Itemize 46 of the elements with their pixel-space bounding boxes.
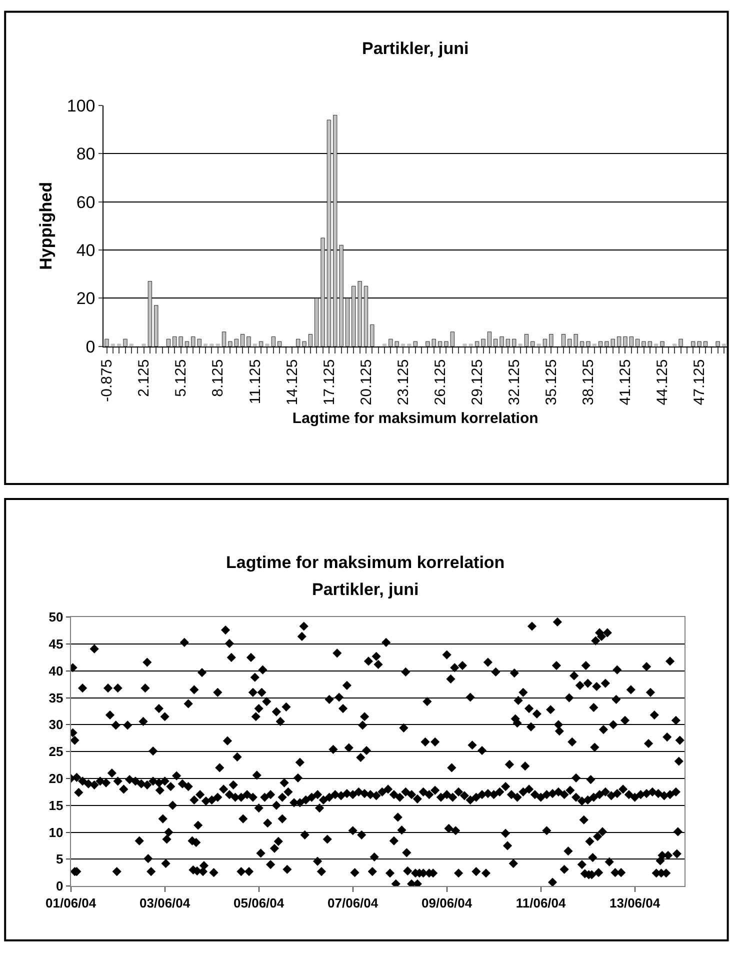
y-tick-label: 40 [48, 663, 64, 678]
y-tick-label: 30 [48, 717, 64, 732]
x-tick-label: 03/06/04 [140, 896, 191, 911]
y-tick-label: 60 [76, 192, 96, 212]
x-tick-label: 17.125 [320, 359, 338, 406]
y-tick-label: 10 [48, 824, 64, 840]
x-tick-label: 14.125 [284, 359, 301, 406]
x-tick-label: 29.125 [468, 359, 486, 406]
y-tick-label: 20 [48, 771, 64, 786]
x-tick-label: 38.125 [580, 359, 598, 406]
x-tick-label: 26.125 [432, 359, 449, 406]
y-tick-label: 20 [76, 289, 96, 308]
y-tick-label: 5 [56, 852, 64, 867]
y-tick-label: 100 [66, 96, 96, 116]
y-tick-label: 15 [48, 798, 64, 813]
chart-subtitle: Partikler, juni [312, 580, 419, 599]
x-axis-title: Lagtime for maksimum korrelation [292, 410, 538, 428]
y-tick-label: 0 [56, 878, 64, 894]
x-tick-label: -0.875 [98, 359, 116, 402]
y-tick-label: 25 [48, 744, 64, 760]
x-tick-label: 23.125 [394, 359, 412, 406]
y-axis-title: Hyppighed [36, 182, 56, 270]
x-tick-label: 44.125 [654, 359, 672, 406]
y-tick-label: 0 [86, 337, 96, 356]
y-tick-label: 40 [76, 240, 96, 260]
x-tick-label: 20.125 [358, 359, 375, 406]
x-tick-label: 11/06/04 [516, 896, 567, 911]
x-tick-label: 07/06/04 [328, 896, 379, 911]
x-tick-label: 01/06/04 [46, 896, 97, 911]
x-tick-label: 11.125 [246, 359, 264, 404]
x-tick-label: 13/06/04 [609, 896, 661, 911]
x-tick-label: 09/06/04 [422, 896, 473, 911]
x-tick-label: 5.125 [172, 359, 190, 397]
x-tick-label: 2.125 [136, 359, 153, 397]
y-tick-label: 45 [48, 636, 64, 652]
chart-title: Lagtime for maksimum korrelation [226, 553, 505, 572]
y-tick-label: 80 [76, 144, 96, 164]
x-tick-label: 41.125 [617, 359, 634, 406]
x-tick-label: 32.125 [506, 359, 524, 406]
x-tick-label: 8.125 [210, 359, 227, 397]
x-tick-label: 47.125 [691, 359, 708, 406]
chart-title: Partikler, juni [362, 39, 469, 58]
x-tick-label: 35.125 [543, 359, 560, 406]
y-tick-label: 35 [48, 690, 64, 706]
y-tick-label: 50 [48, 610, 64, 625]
x-tick-label: 05/06/04 [234, 896, 285, 911]
